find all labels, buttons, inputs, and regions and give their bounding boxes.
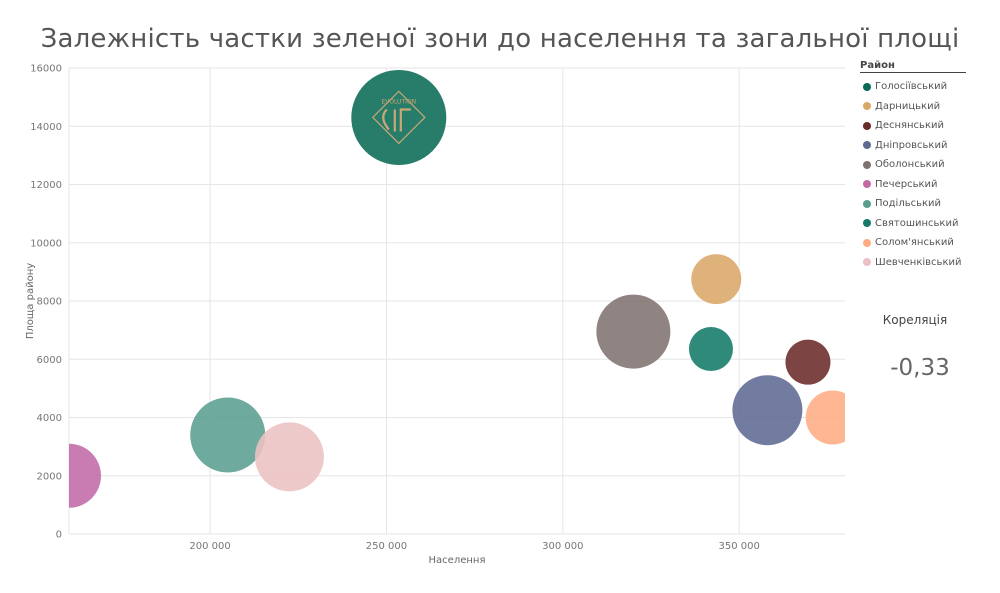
legend-item-7[interactable]: Подільський bbox=[860, 194, 990, 214]
y-tick-label: 6000 bbox=[37, 355, 62, 366]
y-tick-label: 10000 bbox=[30, 238, 62, 249]
legend-marker bbox=[863, 238, 871, 247]
legend-title: Район bbox=[860, 60, 966, 73]
legend-item-9[interactable]: Солом'янський bbox=[860, 233, 990, 253]
y-tick-label: 0 bbox=[56, 530, 62, 541]
bubble-1 bbox=[351, 70, 447, 166]
correlation-value: -0,33 bbox=[890, 355, 950, 381]
x-tick-label: 350 000 bbox=[719, 541, 760, 552]
legend-marker bbox=[863, 102, 871, 111]
legend-label: Оболонський bbox=[875, 159, 945, 171]
bubble-10 bbox=[254, 422, 324, 492]
legend-items: Голосіївський Дарницький Деснянський Дніпро… bbox=[860, 77, 990, 272]
legend-label: Дарницький bbox=[875, 100, 941, 112]
x-tick-label: 200 000 bbox=[189, 541, 230, 552]
legend-label: Печерський bbox=[875, 178, 938, 190]
legend-marker bbox=[863, 141, 871, 150]
legend-marker bbox=[863, 121, 871, 130]
bubble-9 bbox=[805, 390, 845, 445]
y-tick-label: 8000 bbox=[37, 297, 62, 308]
legend-label: Подільський bbox=[875, 198, 942, 210]
legend-item-8[interactable]: Святошинський bbox=[860, 214, 990, 234]
legend-marker bbox=[863, 258, 871, 267]
y-axis-ticks: 0 2000 4000 6000 8000 10000 12000 14000 16000 bbox=[30, 64, 62, 541]
legend-label: Деснянський bbox=[875, 120, 944, 132]
legend-item-2[interactable]: Дарницький bbox=[860, 97, 990, 117]
legend-item-1[interactable]: Голосіївський bbox=[860, 77, 990, 97]
legend-marker bbox=[863, 219, 871, 228]
y-axis-title: Площа району bbox=[25, 263, 36, 339]
legend-item-10[interactable]: Шевченківський bbox=[860, 253, 990, 273]
bubble-2 bbox=[691, 254, 742, 305]
y-tick-label: 4000 bbox=[37, 413, 62, 424]
bubble-6 bbox=[69, 443, 101, 508]
y-tick-label: 14000 bbox=[30, 122, 62, 133]
legend-item-5[interactable]: Оболонський bbox=[860, 155, 990, 175]
legend-label: Святошинський bbox=[875, 217, 959, 229]
legend-label: Голосіївський bbox=[875, 81, 948, 93]
legend-item-3[interactable]: Деснянський bbox=[860, 116, 990, 136]
logo-text: EVOLUTION bbox=[382, 99, 417, 106]
legend-marker bbox=[863, 180, 871, 189]
bubble-7 bbox=[190, 397, 266, 473]
grid-lines bbox=[68, 67, 845, 535]
logo-watermark: EVOLUTION bbox=[371, 90, 426, 145]
legend-marker bbox=[863, 82, 871, 91]
y-tick-label: 12000 bbox=[30, 180, 62, 191]
chart-title: Залежність частки зеленої зони до населе… bbox=[40, 24, 960, 54]
bubbles: EVOLUTION bbox=[69, 70, 845, 508]
x-tick-label: 300 000 bbox=[542, 541, 583, 552]
correlation-label: Кореляція bbox=[882, 313, 948, 327]
bubble-5 bbox=[596, 294, 671, 369]
legend: Район Голосіївський Дарницький Деснянський… bbox=[860, 60, 990, 272]
y-tick-label: 2000 bbox=[37, 471, 62, 482]
x-axis-ticks: 200 000 250 000 300 000 350 000 bbox=[189, 541, 759, 552]
legend-label: Дніпровський bbox=[875, 139, 948, 151]
x-axis-title: Населення bbox=[429, 555, 486, 566]
legend-label: Шевченківський bbox=[875, 256, 962, 268]
x-tick-label: 250 000 bbox=[366, 541, 407, 552]
legend-marker bbox=[863, 199, 871, 208]
bubble-4 bbox=[732, 375, 803, 446]
legend-marker bbox=[863, 160, 871, 169]
bubble-8 bbox=[688, 327, 733, 372]
legend-item-4[interactable]: Дніпровський bbox=[860, 136, 990, 156]
legend-label: Солом'янський bbox=[875, 237, 954, 249]
bubble-3 bbox=[785, 339, 831, 385]
legend-item-6[interactable]: Печерський bbox=[860, 175, 990, 195]
y-tick-label: 16000 bbox=[30, 64, 62, 75]
